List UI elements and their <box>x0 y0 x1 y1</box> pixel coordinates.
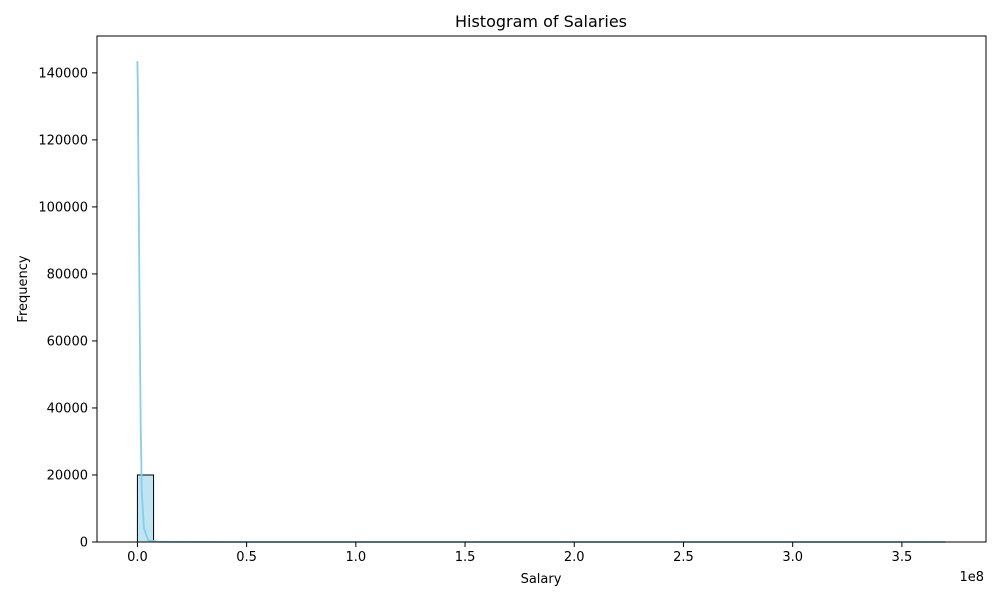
y-tick-label: 60000 <box>47 334 88 349</box>
y-tick-label: 40000 <box>47 401 88 416</box>
y-tick-label: 120000 <box>38 133 88 148</box>
y-axis-ticks: 0 20000 40000 60000 80000 100000 120000 140000 <box>38 66 97 551</box>
plot-frame <box>96 35 987 543</box>
y-tick-label: 80000 <box>47 267 88 282</box>
x-tick-label: 0.5 <box>236 550 257 565</box>
x-tick-label: 2.0 <box>564 550 585 565</box>
x-tick-label: 2.5 <box>673 550 694 565</box>
x-tick-label: 3.5 <box>892 550 913 565</box>
y-tick-label: 100000 <box>38 200 88 215</box>
y-tick-label: 140000 <box>38 66 88 81</box>
chart-title: Histogram of Salaries <box>455 12 627 31</box>
x-axis-title: Salary <box>521 572 562 587</box>
x-tick-label: 3.0 <box>782 550 803 565</box>
x-tick-label: 0.0 <box>127 550 148 565</box>
y-tick-label: 0 <box>80 536 88 551</box>
x-tick-label: 1.5 <box>455 550 476 565</box>
x-axis-offset-label: 1e8 <box>959 570 984 585</box>
y-tick-label: 20000 <box>47 468 88 483</box>
plot-area <box>97 36 986 542</box>
x-axis-ticks: 0.0 0.5 1.0 1.5 2.0 2.5 3.0 3.5 <box>127 542 912 565</box>
x-tick-label: 1.0 <box>345 550 366 565</box>
y-axis-title: Frequency <box>16 255 31 322</box>
